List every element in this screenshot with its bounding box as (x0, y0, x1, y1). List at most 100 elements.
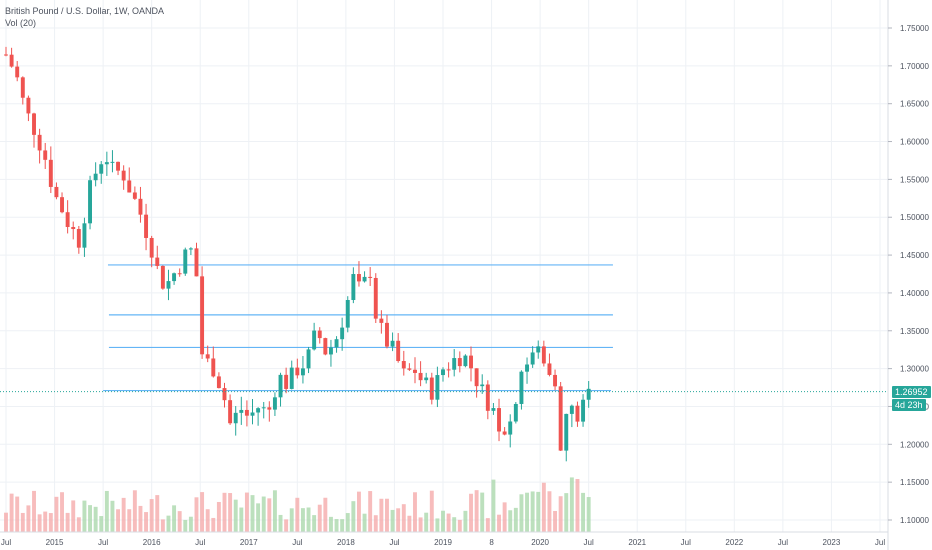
candle-body (43, 150, 48, 160)
candle-body (110, 161, 115, 163)
candle-body (441, 369, 445, 376)
x-tick-label: Jul (389, 538, 399, 547)
volume-bar (256, 503, 261, 532)
volume-bar (519, 494, 524, 532)
volume-bar (20, 512, 25, 532)
candle-body (508, 421, 513, 435)
candle-body (396, 340, 401, 362)
candle-body (32, 113, 36, 135)
candle-body (26, 97, 31, 114)
candle-body (379, 318, 384, 323)
volume-bar (160, 519, 165, 532)
volume-bar (385, 498, 389, 532)
symbol-title: British Pound / U.S. Dollar, 1W, OANDA (5, 6, 165, 16)
volume-bar (222, 492, 227, 532)
candle-body (104, 162, 109, 165)
candle-body (513, 403, 518, 422)
candle-body (127, 180, 132, 193)
candle-body (233, 412, 238, 424)
candle-body (48, 159, 53, 187)
candle-body (256, 408, 261, 413)
candle-body (390, 340, 395, 347)
candles (4, 46, 591, 462)
volume-bar (469, 493, 473, 532)
volume-bar (172, 505, 177, 532)
volume-bar (379, 498, 384, 532)
grid (0, 0, 888, 532)
candle-body (60, 197, 64, 213)
candle-body (261, 407, 266, 409)
candle-body (373, 277, 378, 319)
volume-bar (104, 490, 109, 532)
volume-bar (513, 507, 518, 532)
candle-body (581, 399, 586, 422)
volume-bar (132, 490, 137, 532)
y-tick-label: 1.75000 (900, 24, 929, 33)
candle-body (289, 367, 294, 389)
volume-bar (502, 502, 507, 532)
volume-bar (4, 512, 8, 532)
candle-body (385, 322, 389, 347)
volume-bar (441, 510, 445, 532)
volume-bar (239, 507, 244, 532)
x-tick-label: Jul (875, 538, 885, 547)
volume-bar (15, 496, 20, 532)
y-tick-label: 1.20000 (900, 440, 929, 449)
candle-body (37, 134, 42, 151)
volume-bar (32, 490, 36, 532)
candle-body (413, 369, 417, 373)
candle-body (278, 374, 283, 398)
candle-body (205, 354, 210, 359)
volume-bar (525, 492, 529, 532)
volume-bar (485, 518, 490, 532)
y-tick-label: 1.55000 (900, 175, 929, 184)
candle-body (222, 388, 227, 401)
volume-bar (88, 505, 92, 532)
candle-body (328, 347, 333, 355)
x-tick-label: 2021 (628, 538, 646, 547)
volume-bar (424, 512, 429, 532)
candle-body (497, 408, 501, 432)
candle-body (345, 300, 350, 328)
volume-bar (284, 519, 289, 532)
volume-bar (497, 514, 501, 532)
candle-body (121, 170, 126, 181)
volume-bar (228, 493, 233, 532)
chart-legend: British Pound / U.S. Dollar, 1W, OANDA V… (5, 5, 164, 29)
volume-bar (368, 491, 373, 532)
candle-body (519, 371, 524, 404)
horizontal-levels (103, 264, 613, 392)
candle-body (306, 349, 311, 369)
volume-bar (116, 509, 121, 532)
volume-bar (233, 499, 238, 532)
candle-body (300, 368, 305, 376)
volume-bar (138, 505, 143, 532)
candle-body (323, 338, 328, 355)
candle-body (547, 363, 552, 375)
y-tick-label: 1.50000 (900, 213, 929, 222)
candle-body (491, 408, 496, 411)
volume-bar (205, 509, 210, 532)
candle-body (20, 77, 25, 98)
x-tick-label: 2020 (531, 538, 549, 547)
x-tick-label: 2022 (725, 538, 743, 547)
x-tick-label: 2017 (240, 538, 258, 547)
volume-bar (357, 491, 361, 532)
candle-body (536, 346, 541, 353)
volume-bar (99, 516, 104, 532)
candle-body (334, 339, 339, 348)
volume-bar (413, 492, 417, 532)
candle-body (469, 355, 473, 369)
candle-body (116, 161, 121, 171)
volume-bar (340, 519, 345, 532)
candle-body (160, 265, 165, 289)
volume-bar (93, 506, 98, 532)
volume-bar (300, 508, 305, 532)
candle-body (267, 407, 272, 410)
candle-body (93, 173, 98, 181)
candle-body (239, 409, 244, 413)
y-tick-label: 1.60000 (900, 138, 929, 147)
y-tick-label: 1.45000 (900, 251, 929, 260)
candle-body (71, 227, 76, 230)
